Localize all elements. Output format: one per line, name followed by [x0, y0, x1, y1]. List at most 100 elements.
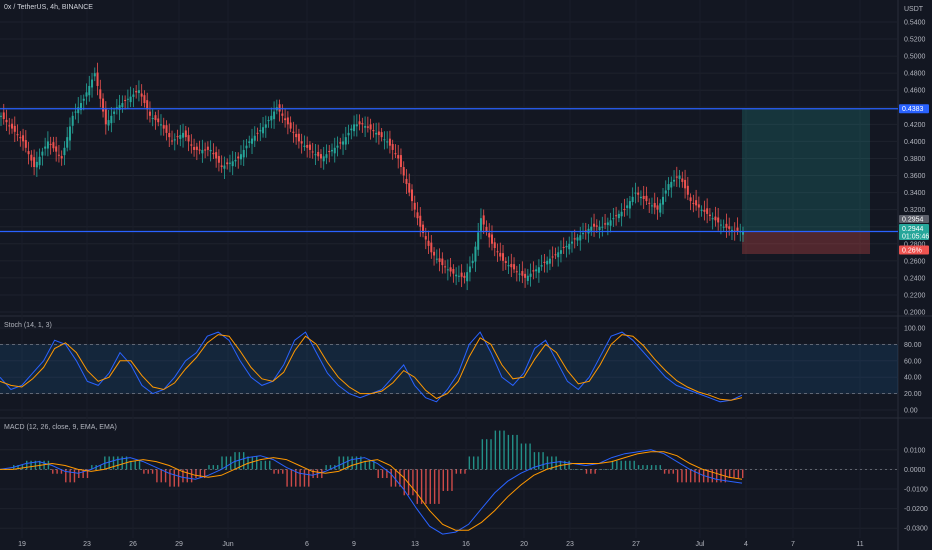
candle-body: [19, 137, 22, 139]
macd-histogram-bar: [694, 469, 696, 483]
horizontal-lines[interactable]: [0, 108, 898, 233]
candle-body: [187, 135, 190, 142]
candle-body: [637, 192, 640, 195]
candle-body: [700, 209, 703, 211]
macd-histogram-bar: [438, 469, 440, 504]
candle-body: [684, 179, 687, 189]
macd-histogram-bar: [186, 469, 188, 483]
time-tick-label: 7: [791, 541, 795, 548]
candle-body: [579, 235, 582, 241]
candle-body: [286, 117, 289, 125]
candle-body: [722, 226, 725, 228]
macd-histogram-bar: [403, 469, 405, 496]
candle-body: [424, 236, 427, 240]
macd-histogram-bar: [512, 434, 514, 470]
macd-histogram-bar: [585, 469, 588, 474]
macd-histogram-bar: [659, 465, 661, 470]
candle-body: [110, 115, 113, 124]
candle-body: [347, 132, 350, 136]
candle-body: [168, 132, 171, 138]
candle-body: [126, 98, 129, 100]
candle-body: [77, 107, 80, 114]
candle-body: [372, 130, 375, 132]
macd-histogram-bar: [568, 460, 570, 470]
candle-body: [132, 94, 135, 97]
macd-histogram-bar: [499, 430, 501, 470]
price-tick-label: 0.2600: [904, 258, 926, 265]
price-tick-label: 0.4800: [904, 71, 926, 78]
macd-histogram-bar: [182, 469, 184, 483]
candle-body: [228, 162, 231, 164]
candle-body: [650, 205, 653, 207]
price-tick-label: 0.4200: [904, 122, 926, 129]
stop-percent-tag: 0.26%: [902, 248, 922, 255]
macd-histogram-bar: [672, 469, 674, 474]
macd-histogram-bar: [26, 460, 28, 470]
candle-body: [697, 204, 700, 208]
macd-tick-label: -0.0300: [904, 526, 928, 533]
candle-body: [460, 272, 463, 277]
candle-body: [463, 275, 466, 278]
candle-body: [49, 143, 52, 145]
candle-body: [695, 200, 698, 206]
macd-histogram-bar: [607, 469, 609, 470]
candle-body: [102, 98, 105, 112]
stoch-tick-label: 80.00: [904, 342, 922, 349]
candle-body: [5, 119, 8, 123]
candle-body: [314, 154, 317, 156]
time-tick-label: 20: [520, 541, 528, 548]
candle-body: [99, 89, 102, 99]
macd-histogram-bar: [34, 460, 37, 470]
macd-histogram-bar: [368, 460, 371, 470]
candle-body: [264, 124, 267, 128]
macd-histogram-bar: [668, 469, 670, 474]
macd-histogram-bar: [143, 469, 145, 474]
long-position-box[interactable]: [742, 108, 870, 254]
price-tick-label: 0.2400: [904, 275, 926, 282]
candle-body: [93, 73, 96, 77]
candle-body: [601, 226, 604, 228]
candle-body: [711, 218, 714, 220]
candle-body: [606, 222, 609, 226]
candle-body: [444, 266, 447, 268]
candle-body: [251, 138, 254, 144]
candle-body: [664, 190, 667, 194]
macd-histogram-bar: [407, 469, 410, 496]
macd-histogram-bar: [494, 430, 497, 470]
macd-histogram-bar: [394, 469, 397, 487]
price-tick-label: 0.2200: [904, 292, 926, 299]
candle-body: [55, 146, 58, 152]
candle-body: [554, 254, 557, 256]
candle-body: [507, 265, 510, 267]
candle-body: [159, 124, 162, 126]
macd-histogram-bar: [238, 452, 241, 470]
macd-histogram-bar: [420, 469, 423, 504]
candle-body: [245, 145, 248, 149]
candle-body: [521, 271, 524, 276]
time-tick-label: 29: [175, 541, 183, 548]
price-axes: 0.54000.52000.50000.48000.46000.44000.42…: [904, 6, 928, 533]
candle-body: [391, 144, 394, 150]
macd-histogram-bar: [455, 469, 458, 474]
candle-body: [609, 220, 612, 226]
macd-histogram-bar: [164, 469, 167, 483]
macd-histogram-bar: [590, 469, 592, 474]
macd-histogram-bar: [269, 460, 271, 470]
candle-body: [118, 105, 121, 110]
candle-body: [623, 209, 626, 211]
candle-body: [526, 275, 529, 281]
macd-histogram-bar: [503, 430, 505, 470]
candle-body: [206, 146, 209, 150]
candle-body: [524, 273, 527, 278]
signal-line: [0, 451, 743, 531]
macd-histogram-bar: [264, 460, 267, 470]
candle-body: [380, 132, 383, 138]
candle-body: [267, 120, 270, 122]
candle-body: [590, 226, 593, 231]
candle-body: [129, 96, 132, 103]
candle-body: [369, 124, 372, 130]
candle-body: [446, 269, 449, 271]
stoch-title: Stoch (14, 1, 3): [4, 322, 52, 329]
